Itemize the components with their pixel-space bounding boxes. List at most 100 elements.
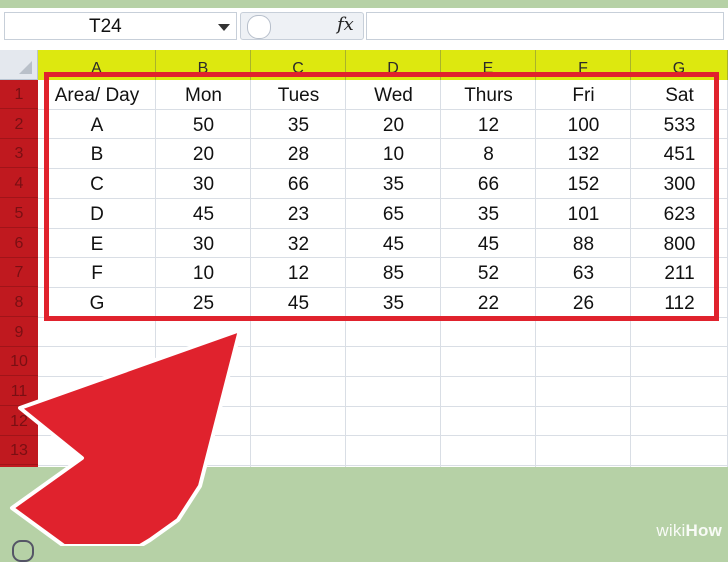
row-header-10[interactable]: 10	[0, 347, 38, 377]
watermark-part1: wiki	[656, 521, 686, 540]
column-header-a[interactable]: A	[38, 50, 156, 80]
table-cell[interactable]: 45	[287, 292, 310, 314]
grid-line	[38, 346, 728, 348]
insert-function-icon[interactable]: fx	[337, 14, 354, 35]
table-cell[interactable]: 35	[382, 292, 405, 314]
table-cell[interactable]: 45	[477, 233, 500, 255]
table-cell[interactable]: 30	[192, 174, 215, 196]
table-cell[interactable]: 26	[572, 292, 595, 314]
table-header-cell[interactable]: Fri	[572, 85, 595, 106]
table-cell[interactable]: B	[90, 144, 104, 166]
table-cell[interactable]: 35	[382, 174, 405, 196]
grid-line	[38, 168, 728, 170]
table-cell[interactable]: 23	[287, 203, 310, 225]
table-cell[interactable]: E	[90, 233, 104, 255]
table-cell[interactable]: 8	[483, 144, 494, 166]
table-cell[interactable]: C	[90, 174, 104, 196]
table-cell[interactable]: 85	[382, 263, 405, 285]
grid-line	[38, 286, 728, 288]
table-cell[interactable]: 300	[663, 174, 696, 196]
select-all-button[interactable]	[0, 50, 38, 80]
grid-line	[38, 257, 728, 259]
chevron-down-icon[interactable]	[218, 24, 230, 31]
table-cell[interactable]: A	[90, 114, 104, 136]
formula-bar: T24 fx	[0, 8, 728, 45]
table-cell[interactable]: 28	[287, 144, 310, 166]
watermark: wikiHow	[656, 521, 722, 541]
table-cell[interactable]: 12	[287, 263, 310, 285]
table-cell[interactable]: 35	[477, 203, 500, 225]
row-header-11[interactable]: 11	[0, 377, 38, 406]
table-cell[interactable]: 22	[477, 292, 500, 314]
table-cell[interactable]: 50	[192, 114, 215, 136]
row-header-3[interactable]: 3	[0, 139, 38, 169]
table-header-cell[interactable]: Sat	[665, 85, 694, 106]
table-cell[interactable]: 25	[192, 292, 215, 314]
cell-area[interactable]: Area/ Day Mon Tues Wed Thurs Fri Sat A 50 35 20 12 1…	[38, 80, 728, 467]
table-cell[interactable]: 800	[663, 233, 696, 255]
table-header-cell[interactable]: Area/ Day	[54, 85, 140, 106]
name-box-value: T24	[89, 16, 122, 37]
table-cell[interactable]: 32	[287, 233, 310, 255]
column-header-d[interactable]: D	[346, 50, 441, 80]
grid-line	[440, 80, 441, 467]
table-cell[interactable]: 20	[382, 114, 405, 136]
table-cell[interactable]: 10	[382, 144, 405, 166]
grid-line	[155, 80, 156, 467]
resize-handle-icon[interactable]	[247, 15, 271, 39]
name-box[interactable]: T24	[4, 12, 237, 40]
table-cell[interactable]: 35	[287, 114, 310, 136]
grid-line	[38, 108, 728, 110]
table-cell[interactable]: 533	[663, 114, 696, 136]
row-header-6[interactable]: 6	[0, 229, 38, 258]
table-cell[interactable]: 45	[382, 233, 405, 255]
row-header-13[interactable]: 13	[0, 436, 38, 466]
grid-line	[38, 435, 728, 437]
table-cell[interactable]: 451	[663, 144, 696, 166]
pointer-arrow-icon	[10, 328, 242, 546]
table-header-cell[interactable]: Wed	[374, 85, 413, 106]
grid-line	[535, 80, 536, 467]
row-header-4[interactable]: 4	[0, 169, 38, 199]
row-header-12[interactable]: 12	[0, 407, 38, 436]
table-cell[interactable]: D	[90, 203, 104, 225]
row-header-7[interactable]: 7	[0, 258, 38, 288]
table-cell[interactable]: 10	[192, 263, 215, 285]
table-cell[interactable]: 152	[567, 174, 600, 196]
table-cell[interactable]: 112	[664, 292, 695, 314]
table-cell[interactable]: G	[89, 292, 105, 314]
column-header-f[interactable]: F	[536, 50, 631, 80]
table-cell[interactable]: 52	[477, 263, 500, 285]
table-header-cell[interactable]: Tues	[277, 85, 320, 106]
row-header-8[interactable]: 8	[0, 288, 38, 317]
formula-input[interactable]	[366, 12, 724, 40]
table-cell[interactable]: 101	[567, 203, 600, 225]
table-cell[interactable]: 623	[663, 203, 696, 225]
table-header-cell[interactable]: Mon	[185, 85, 222, 106]
row-header-5[interactable]: 5	[0, 199, 38, 228]
table-cell[interactable]: 66	[477, 174, 500, 196]
table-cell[interactable]: 65	[382, 203, 405, 225]
column-header-b[interactable]: B	[156, 50, 251, 80]
row-header-9[interactable]: 9	[0, 318, 38, 347]
row-header-1[interactable]: 1	[0, 80, 38, 109]
table-cell[interactable]: 63	[572, 263, 595, 285]
table-cell[interactable]: 132	[567, 144, 600, 166]
column-header-c[interactable]: C	[251, 50, 346, 80]
table-cell[interactable]: 30	[192, 233, 215, 255]
row-header-2[interactable]: 2	[0, 110, 38, 139]
table-cell[interactable]: 66	[287, 174, 310, 196]
table-header-cell[interactable]: Thurs	[464, 85, 513, 106]
table-cell[interactable]: 20	[192, 144, 215, 166]
top-strip	[0, 0, 728, 8]
table-cell[interactable]: 211	[664, 263, 695, 285]
column-header-e[interactable]: E	[441, 50, 536, 80]
table-cell[interactable]: 12	[477, 114, 500, 136]
grid-line	[630, 80, 631, 467]
table-cell[interactable]: 100	[567, 114, 600, 136]
grid-line	[38, 138, 728, 140]
table-cell[interactable]: F	[91, 263, 103, 285]
grid-line	[38, 376, 728, 377]
table-cell[interactable]: 88	[572, 233, 595, 255]
table-cell[interactable]: 45	[192, 203, 215, 225]
